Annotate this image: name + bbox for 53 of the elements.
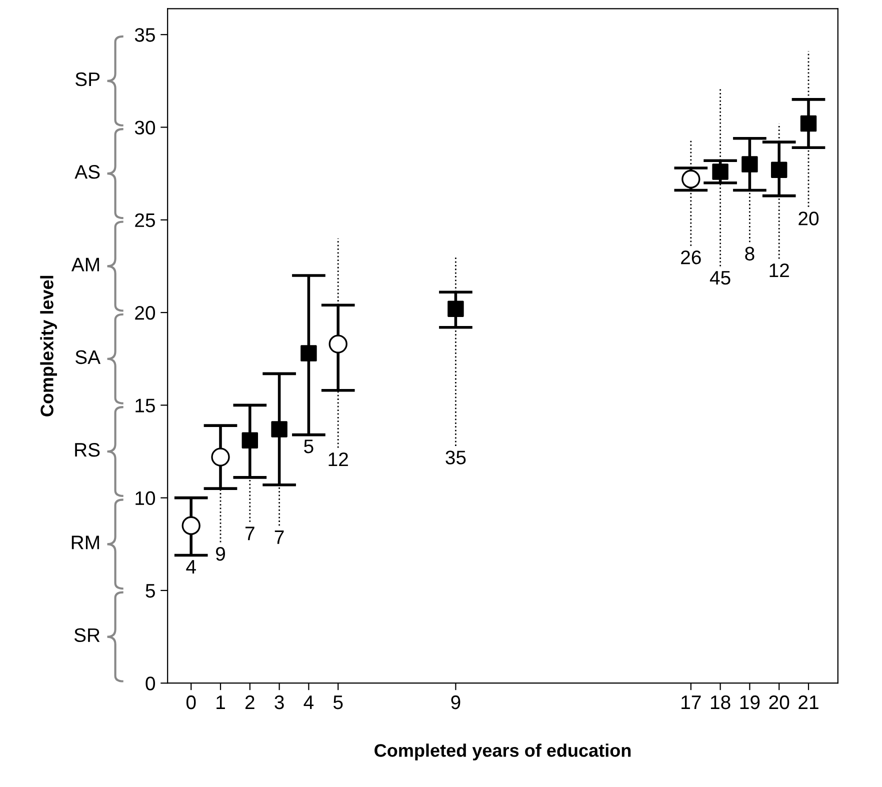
text: RS bbox=[75, 442, 100, 457]
annotation: 12 bbox=[328, 452, 348, 466]
point bbox=[300, 345, 317, 362]
x-tick-label: 21 bbox=[798, 695, 818, 710]
x-tick-label: 17 bbox=[682, 696, 701, 710]
x-tick-label: 1 bbox=[216, 696, 225, 710]
x-tick-label: 2 bbox=[245, 695, 254, 710]
point bbox=[242, 432, 258, 449]
y-tick-label: 0 bbox=[146, 676, 156, 690]
y-tick-label: 5 bbox=[146, 584, 155, 598]
annotation: 5 bbox=[304, 440, 314, 454]
annotation: 26 bbox=[681, 250, 701, 264]
point bbox=[328, 334, 348, 354]
text: SA bbox=[75, 350, 101, 364]
annotation: 35 bbox=[446, 450, 466, 464]
x-tick-label: 4 bbox=[304, 696, 314, 710]
text: RM bbox=[72, 536, 99, 550]
point bbox=[742, 156, 758, 172]
x-tick-label: 18 bbox=[710, 695, 730, 710]
annotation: 7 bbox=[245, 526, 254, 540]
text: SP bbox=[75, 72, 100, 86]
y-tick-label: 15 bbox=[136, 398, 155, 412]
point bbox=[682, 170, 700, 188]
x-tick-label: 3 bbox=[274, 695, 284, 710]
annotation: 8 bbox=[745, 246, 754, 261]
x-tick-label: 19 bbox=[740, 695, 760, 710]
point bbox=[211, 448, 230, 466]
annotation: 9 bbox=[216, 546, 225, 561]
y-axis-title: Complexity level bbox=[40, 276, 57, 416]
x-tick-label: 9 bbox=[451, 695, 460, 710]
annotation: 12 bbox=[770, 263, 789, 278]
y-tick-label: 20 bbox=[135, 306, 156, 320]
y-tick-label: 25 bbox=[135, 213, 155, 228]
y-tick-label: 35 bbox=[134, 28, 155, 42]
text: SR bbox=[74, 628, 100, 642]
point bbox=[712, 164, 728, 180]
annotation: 20 bbox=[798, 212, 819, 226]
x-tick-label: 0 bbox=[186, 695, 196, 710]
text: AM bbox=[71, 258, 99, 272]
x-axis-title: Completed years of education bbox=[374, 744, 631, 760]
point bbox=[182, 516, 200, 535]
point bbox=[271, 421, 288, 438]
y-tick-label: 10 bbox=[136, 491, 156, 506]
x-tick-label: 20 bbox=[769, 695, 790, 710]
point bbox=[800, 115, 817, 132]
annotation: 7 bbox=[274, 530, 284, 544]
point bbox=[770, 162, 788, 178]
annotation: 4 bbox=[186, 560, 196, 574]
x-tick-label: 5 bbox=[333, 696, 343, 710]
annotation: 45 bbox=[710, 271, 730, 285]
text: AS bbox=[74, 165, 100, 179]
point bbox=[448, 300, 464, 317]
y-tick-label: 30 bbox=[134, 120, 156, 134]
